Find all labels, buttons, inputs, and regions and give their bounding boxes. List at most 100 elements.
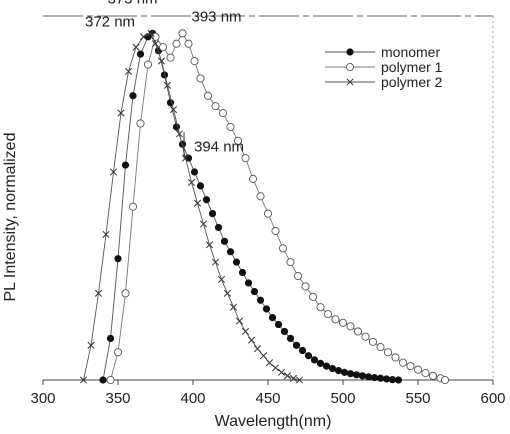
series-line [102, 32, 399, 381]
data-point-open-circle [113, 348, 123, 357]
data-point-cross [205, 241, 214, 249]
data-point-cross [229, 303, 238, 311]
data-point-filled-circle [190, 168, 199, 176]
data-point-open-circle [286, 258, 295, 267]
peak-annotation-label: 372 nm [85, 13, 135, 30]
data-point-cross [241, 327, 250, 336]
data-point-cross [223, 289, 232, 297]
data-point-cross [283, 372, 292, 380]
x-axis-label: Wavelength(nm) [215, 413, 332, 430]
data-point-open-circle [368, 337, 378, 346]
data-point-open-circle [391, 353, 400, 362]
data-point-filled-circle [250, 288, 259, 296]
x-tick-label: 500 [330, 390, 355, 407]
data-point-cross [295, 376, 304, 384]
data-point-open-circle [196, 74, 205, 83]
data-point-open-circle [203, 91, 213, 100]
data-point-open-circle [346, 322, 355, 331]
data-point-open-circle [413, 365, 423, 374]
data-point-filled-circle [364, 373, 373, 381]
axes: 300 350 400 450 500 550 600 [30, 15, 506, 407]
data-point-cross [157, 57, 166, 65]
x-tick-label: 450 [255, 390, 280, 407]
data-point-open-circle [308, 292, 318, 301]
data-point-cross [117, 109, 125, 117]
data-point-filled-circle [328, 364, 337, 373]
data-point-cross [199, 220, 208, 228]
peak-annotation-label: 394 nm [194, 138, 244, 155]
data-point-open-circle [248, 174, 258, 183]
peak-annotations: 373 nm 372 nm 393 nm 394 nm [85, 0, 244, 159]
data-point-open-circle [128, 202, 138, 211]
data-point-open-circle [106, 375, 115, 385]
data-point-cross [175, 130, 184, 138]
data-point-open-circle [226, 122, 235, 131]
data-point-open-circle [172, 39, 181, 48]
data-point-open-circle [263, 209, 273, 218]
x-tick-label: 600 [480, 390, 505, 407]
legend-marker-open-circle [345, 62, 355, 72]
data-point-filled-circle [214, 223, 223, 232]
data-point-open-circle [121, 289, 130, 298]
data-point-cross [102, 230, 110, 238]
data-point-filled-circle [316, 359, 325, 367]
data-point-cross [151, 40, 160, 48]
data-point-open-circle [271, 226, 280, 235]
data-point-filled-circle [382, 375, 391, 383]
data-point-open-circle [301, 282, 310, 291]
data-point-filled-circle [370, 373, 379, 382]
data-point-cross [277, 368, 286, 376]
x-tick-label: 400 [180, 390, 205, 407]
data-point-open-circle [293, 271, 303, 281]
data-point-open-circle [184, 39, 193, 48]
data-point-filled-circle [286, 334, 295, 342]
data-point-open-circle [241, 154, 250, 163]
data-point-open-circle [190, 57, 199, 66]
series-monomer [99, 29, 403, 384]
data-point-filled-circle [166, 99, 175, 107]
data-point-open-circle [211, 102, 220, 111]
data-point-cross [163, 81, 172, 89]
series-polymer-2 [79, 29, 304, 384]
data-point-open-circle [136, 119, 145, 128]
data-point-open-circle [406, 362, 415, 371]
data-point-filled-circle [114, 255, 122, 263]
series-line [83, 32, 300, 381]
data-point-filled-circle [256, 296, 265, 304]
data-point-open-circle [398, 358, 408, 367]
data-point-open-circle [323, 310, 333, 319]
data-point-cross [139, 33, 148, 41]
x-tick-label: 300 [30, 390, 55, 407]
data-point-cross [271, 364, 280, 372]
data-point-open-circle [143, 60, 153, 69]
data-point-filled-circle [121, 161, 130, 169]
data-point-filled-circle [262, 305, 271, 313]
data-point-open-circle [421, 369, 430, 378]
data-point-filled-circle [238, 268, 247, 277]
data-point-open-circle [376, 343, 385, 352]
data-point-filled-circle [196, 182, 205, 190]
data-point-filled-circle [202, 196, 211, 204]
data-point-filled-circle [376, 374, 385, 382]
data-point-cross [181, 154, 190, 162]
data-point-open-circle [331, 315, 340, 324]
peak-annotation-label: 393 nm [192, 8, 242, 25]
data-point-filled-circle [220, 237, 229, 245]
data-point-filled-circle [304, 352, 313, 360]
data-point-open-circle [256, 192, 265, 201]
data-point-cross [193, 199, 202, 207]
data-point-cross [132, 43, 140, 51]
data-point-filled-circle [268, 314, 277, 322]
data-point-filled-circle [388, 376, 397, 384]
data-point-open-circle [316, 303, 325, 312]
plot-series [79, 29, 450, 385]
data-point-cross [217, 275, 226, 284]
legend-marker-cross [346, 78, 354, 86]
data-point-cross [253, 345, 262, 353]
data-point-filled-circle [358, 372, 367, 380]
legend-label: polymer 2 [381, 74, 443, 90]
data-point-open-circle [428, 371, 438, 380]
data-point-cross [265, 359, 274, 367]
legend-label: monomer [381, 44, 440, 60]
